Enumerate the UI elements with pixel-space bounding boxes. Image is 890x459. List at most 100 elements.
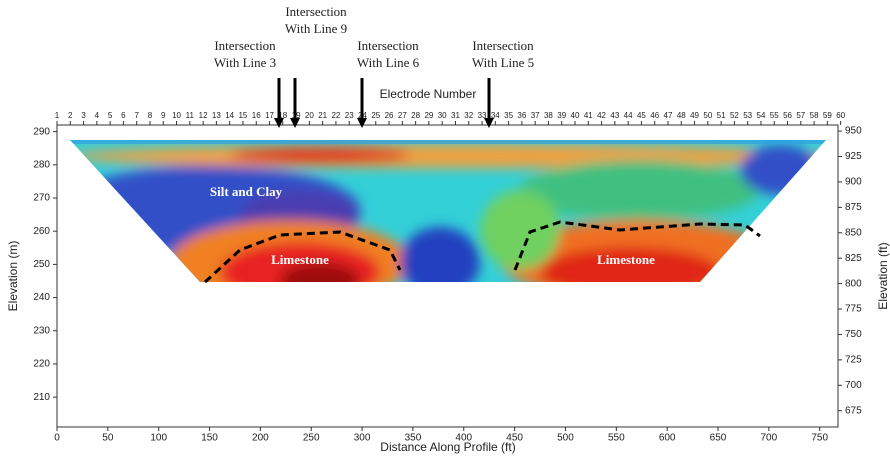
y-tick-label: 250 [33,259,50,270]
x2-tick-label: 37 [531,111,540,120]
top-axis-label: Electrode Number [380,87,477,101]
x-tick-label: 450 [506,433,523,444]
x2-tick-label: 5 [108,111,113,120]
y-tick-label: 210 [33,392,50,403]
y2-tick-label: 700 [845,380,862,391]
x2-tick-label: 34 [491,111,500,120]
arrow-head [357,118,367,128]
x-tick-label: 400 [455,433,472,444]
x-tick-label: 150 [201,433,218,444]
x2-tick-label: 59 [823,111,832,120]
x2-tick-label: 45 [637,111,646,120]
x2-tick-label: 12 [199,111,208,120]
x2-tick-label: 40 [571,111,580,120]
x-tick-label: 300 [354,433,371,444]
x-tick-label: 200 [252,433,269,444]
x2-tick-label: 16 [252,111,261,120]
x2-tick-label: 23 [345,111,354,120]
x2-tick-label: 49 [690,111,699,120]
y-tick-label: 230 [33,325,50,336]
x-tick-label: 350 [405,433,422,444]
boundary-line [513,220,761,271]
y-tick-label: 280 [33,159,50,170]
x-tick-label: 650 [710,433,727,444]
y2-tick-label: 850 [845,227,862,238]
x2-tick-label: 32 [464,111,473,120]
x2-tick-label: 60 [836,111,845,120]
y2-axis-label: Elevation (ft) [876,242,890,309]
annotation: Intersection [357,38,419,53]
annotation: With Line 9 [285,21,347,36]
x-tick-label: 750 [811,433,828,444]
x2-tick-label: 13 [212,111,221,120]
annotation: With Line 5 [472,55,534,70]
x2-tick-label: 8 [148,111,153,120]
x2-tick-label: 11 [186,111,195,120]
x2-tick-label: 41 [584,111,593,120]
x2-tick-label: 48 [677,111,686,120]
boundary-line [203,230,402,284]
region-label: Limestone [271,252,329,267]
arrow-head [274,118,284,128]
x2-tick-label: 7 [134,111,139,120]
x2-tick-label: 20 [305,111,314,120]
y2-tick-label: 675 [845,405,862,416]
x2-tick-label: 47 [664,111,673,120]
x2-tick-label: 22 [331,111,340,120]
arrow-head [484,118,494,128]
x2-tick-label: 26 [385,111,394,120]
x2-tick-label: 15 [238,111,247,120]
x-tick-label: 0 [54,433,60,444]
x2-tick-label: 25 [371,111,380,120]
arrow-head [290,118,300,128]
y2-tick-label: 775 [845,304,862,315]
region-label: Limestone [597,252,655,267]
x2-tick-label: 38 [544,111,553,120]
x2-tick-label: 33 [478,111,487,120]
x2-tick-label: 42 [597,111,606,120]
x2-tick-label: 31 [451,111,460,120]
x2-tick-label: 57 [796,111,805,120]
x-tick-label: 600 [659,433,676,444]
x2-tick-label: 18 [278,111,287,120]
y2-tick-label: 750 [845,329,862,340]
x2-tick-label: 21 [318,111,327,120]
annotation: With Line 6 [357,55,420,70]
x2-tick-label: 52 [730,111,739,120]
y-axis-label: Elevation (m) [6,241,20,312]
x2-tick-label: 28 [411,111,420,120]
y2-tick-label: 900 [845,177,862,188]
x2-tick-label: 44 [624,111,633,120]
x2-tick-label: 56 [783,111,792,120]
y2-tick-label: 725 [845,355,862,366]
x2-tick-label: 1 [55,111,60,120]
y2-tick-label: 825 [845,253,862,264]
y-tick-label: 240 [33,292,50,303]
x2-tick-label: 36 [517,111,526,120]
annotation: Intersection [214,38,276,53]
y-tick-label: 220 [33,359,50,370]
x2-tick-label: 2 [68,111,73,120]
annotation: Intersection [285,4,347,19]
x2-tick-label: 27 [398,111,407,120]
region-label: Silt and Clay [210,184,283,199]
x2-tick-label: 4 [95,111,100,120]
y2-tick-label: 875 [845,202,862,213]
x2-tick-label: 58 [810,111,819,120]
x2-tick-label: 54 [757,111,766,120]
x2-tick-label: 6 [121,111,126,120]
annotation: With Line 3 [214,55,276,70]
x2-tick-label: 43 [610,111,619,120]
x2-tick-label: 3 [81,111,86,120]
y2-tick-label: 925 [845,151,862,162]
x-tick-label: 100 [150,433,167,444]
x2-tick-label: 39 [557,111,566,120]
x2-tick-label: 30 [438,111,447,120]
x2-tick-label: 17 [265,111,274,120]
y-tick-label: 270 [33,193,50,204]
x-tick-label: 250 [303,433,320,444]
x2-tick-label: 35 [504,111,513,120]
x-axis-label: Distance Along Profile (ft) [380,440,515,454]
x2-tick-label: 55 [770,111,779,120]
